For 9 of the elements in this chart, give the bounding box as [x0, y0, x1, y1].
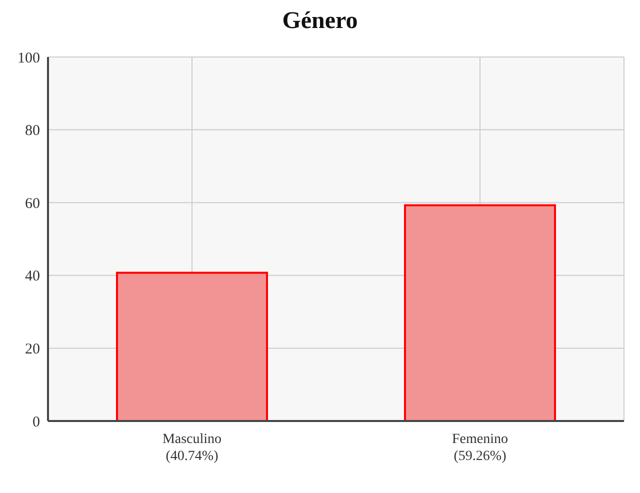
x-tick-label: Masculino (40.74%): [162, 432, 222, 464]
x-tick-label: Femenino (59.26%): [452, 432, 508, 464]
y-tick-label: 60: [25, 196, 40, 212]
y-tick-label: 40: [25, 268, 40, 285]
y-tick-label: 80: [25, 123, 40, 140]
chart-title: Género: [281, 8, 359, 35]
y-tick-label: 20: [25, 342, 40, 358]
y-tick-label: 100: [18, 50, 40, 66]
y-tick-label: 0: [32, 414, 40, 430]
